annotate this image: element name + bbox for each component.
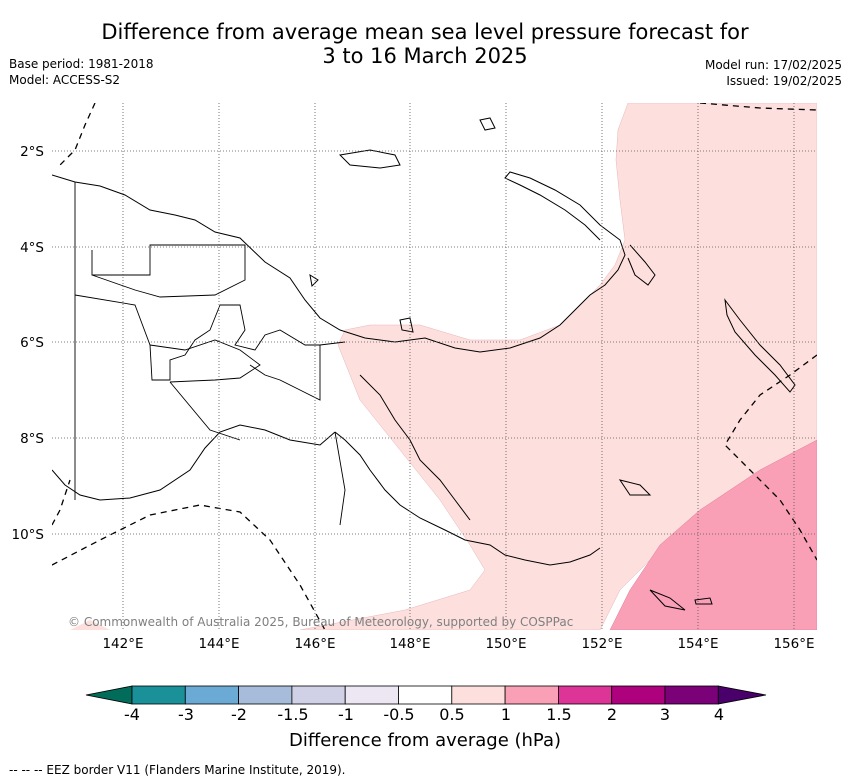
eez-legend-note: -- -- -- EEZ border V11 (Flanders Marine… — [9, 763, 346, 777]
colorbar-swatch — [238, 685, 293, 705]
colorbar-label: -3 — [178, 705, 194, 724]
colorbar-swatch — [184, 685, 240, 705]
colorbar-swatch — [664, 685, 719, 705]
colorbar-title: Difference from average (hPa) — [288, 730, 562, 751]
chart-title: Difference from average mean sea level p… — [0, 20, 850, 68]
lon-tick-labels: 142°E 144°E 146°E 148°E 150°E 152°E 154°… — [102, 636, 814, 652]
lon-tick: 152°E — [581, 636, 622, 652]
meta-left: Base period: 1981-2018 Model: ACCESS-S2 — [9, 56, 154, 88]
colorbar-over-arrow — [717, 685, 767, 705]
colorbar-swatch — [398, 685, 453, 705]
lat-tick: 6°S — [20, 335, 44, 351]
anomaly-region-0-5-to-1 — [299, 103, 817, 630]
coastlines — [52, 117, 796, 611]
lon-tick: 150°E — [485, 636, 526, 652]
model-name: Model: ACCESS-S2 — [9, 73, 121, 87]
colorbar-label: -2 — [231, 705, 247, 724]
colorbar-label: 2 — [606, 705, 618, 724]
eez-borders — [52, 103, 817, 630]
lon-tick: 144°E — [198, 636, 239, 652]
colorbar-under-arrow — [85, 685, 133, 705]
lon-tick: 142°E — [102, 636, 143, 652]
lat-tick: 4°S — [20, 240, 44, 256]
lon-tick: 148°E — [389, 636, 430, 652]
colorbar-swatch — [451, 685, 506, 705]
colorbar-swatch — [131, 685, 186, 705]
colorbar-label: -1 — [338, 705, 354, 724]
lon-tick: 154°E — [677, 636, 718, 652]
colorbar-swatch — [291, 685, 346, 705]
lon-tick: 156°E — [773, 636, 814, 652]
title-line-2: 3 to 16 March 2025 — [322, 44, 528, 68]
colorbar-label: 3 — [659, 705, 671, 724]
colorbar-label: 0.5 — [439, 705, 465, 724]
title-line-1: Difference from average mean sea level p… — [101, 20, 749, 44]
lat-tick: 2°S — [20, 144, 44, 160]
base-period: Base period: 1981-2018 — [9, 57, 154, 71]
colorbar-label: -1.5 — [277, 705, 309, 724]
colorbar-label: 1 — [500, 705, 512, 724]
model-run: Model run: 17/02/2025 — [704, 58, 842, 72]
lon-tick: 146°E — [294, 636, 335, 652]
anomaly-region-1-to-1-5 — [609, 439, 817, 630]
colorbar-swatch — [504, 685, 559, 705]
meta-right: Model run: 17/02/2025 Issued: 19/02/2025 — [705, 57, 842, 89]
anomaly-region-left-edge — [70, 620, 110, 630]
borders — [74, 182, 346, 526]
colorbar-label: -4 — [124, 705, 140, 724]
lat-tick: 8°S — [20, 431, 44, 447]
colorbar — [85, 685, 767, 705]
lat-tick-labels: 2°S 4°S 6°S 8°S 10°S — [12, 144, 45, 543]
gridlines — [52, 103, 817, 630]
issued-date: Issued: 19/02/2025 — [726, 74, 842, 88]
copyright-notice: © Commonwealth of Australia 2025, Bureau… — [68, 615, 573, 629]
colorbar-swatch — [611, 685, 666, 705]
lat-tick: 10°S — [12, 527, 45, 543]
colorbar-label: -0.5 — [383, 705, 415, 724]
colorbar-label: 1.5 — [546, 705, 572, 724]
colorbar-swatch — [344, 685, 399, 705]
colorbar-swatch — [558, 685, 613, 705]
colorbar-label: 4 — [713, 705, 725, 724]
